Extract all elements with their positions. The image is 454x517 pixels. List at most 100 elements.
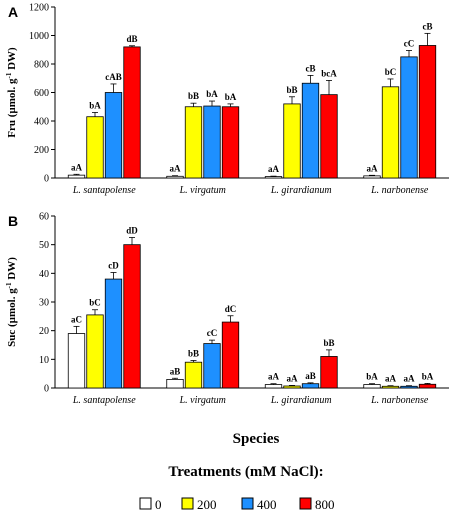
panel-b-y-tick-label: 60 <box>39 212 49 223</box>
panel-a-y-tick-label: 0 <box>44 174 49 185</box>
panel-b-bar <box>104 278 123 389</box>
panel-a-data-label: cB <box>306 63 316 73</box>
panel-a-data-label: cB <box>423 21 433 31</box>
panel-a-bar <box>320 94 338 179</box>
panel-a-bar <box>283 103 301 179</box>
panel-b-data-label: bA <box>366 372 378 382</box>
panel-a-y-axis-label-sup: -1 <box>5 72 13 78</box>
panel-a-y-tick-label: 800 <box>34 60 49 71</box>
panel-b-data-label: bC <box>89 298 101 308</box>
panel-b-bar <box>320 356 338 389</box>
panel-b-bar <box>381 385 400 389</box>
panel-b-category-label: L. virgatum <box>179 395 226 406</box>
panel-a-bar <box>381 86 400 179</box>
panel-b-data-label: aB <box>305 371 316 381</box>
panel-a-bar <box>400 56 418 179</box>
panel-b-data-label: aA <box>268 372 280 382</box>
panel-a-bar <box>104 92 123 179</box>
panel-a-data-label: bcA <box>321 68 337 78</box>
legend-swatch <box>299 497 312 510</box>
panel-b-bar <box>400 385 418 389</box>
panel-a-bar <box>203 105 221 179</box>
panel-a-data-label: dB <box>126 34 137 44</box>
legend-title: Treatments (mM NaCl): <box>168 464 323 480</box>
panel-b-bar <box>166 378 184 389</box>
panel-a-data-label: bC <box>385 67 397 77</box>
panel-a-category-label: L. narbonense <box>370 185 429 196</box>
panel-a-bar <box>264 176 283 179</box>
panel-a-y-tick-label: 600 <box>34 88 49 99</box>
legend-label: 200 <box>197 497 217 512</box>
panel-a-y-axis-label-main: Fru (µmol. g <box>6 78 18 138</box>
panel-a-bar <box>86 116 104 179</box>
panel-a-data-label: bA <box>206 89 218 99</box>
panel-b-data-label: dC <box>225 304 237 314</box>
panel-b-y-tick-label: 40 <box>39 269 49 280</box>
panel-b-data-label: aB <box>170 366 181 376</box>
panel-a-data-label: bA <box>225 92 237 102</box>
panel-a-bar <box>67 174 86 179</box>
panel-b-y-axis-label-end: DW) <box>6 257 18 283</box>
panel-b-y-tick-label: 50 <box>39 240 49 251</box>
panel-a-bar <box>166 175 184 179</box>
panel-b-bar <box>264 384 283 389</box>
panel-b-bar <box>221 321 240 389</box>
panel-a: A 0 200 400 600 800 1000 1200 Fru (µmol. g-1 DW)… <box>5 3 449 196</box>
legend-label: 800 <box>315 497 335 512</box>
panel-a-y-axis-label: Fru (µmol. g-1 DW) <box>5 47 18 138</box>
legend-swatch <box>181 497 194 510</box>
panel-b-bar <box>301 383 320 389</box>
panel-b-y-tick-label: 20 <box>39 326 49 337</box>
panel-a-bar <box>363 175 381 179</box>
panel-b-data-label: bB <box>188 348 199 358</box>
panel-b-data-label: aC <box>71 314 82 324</box>
panel-a-bar <box>418 45 437 179</box>
panel-a-data-label: aA <box>268 164 280 174</box>
panel-a-y-tick-label: 200 <box>34 145 49 156</box>
legend-label: 400 <box>257 497 277 512</box>
panel-a-y-tick-label: 400 <box>34 117 49 128</box>
panel-a-data-label: aA <box>367 163 379 173</box>
panel-b-letter: B <box>8 213 18 229</box>
panel-a-data-label: bB <box>188 91 199 101</box>
panel-b-bar <box>123 244 141 389</box>
legend-swatch <box>139 497 152 510</box>
panel-b-data-label: aA <box>385 374 397 384</box>
panel-b-bar <box>86 314 104 389</box>
panel-b-y-tick-label: 10 <box>39 355 49 366</box>
panel-b-category-label: L. santapolense <box>72 395 136 406</box>
panel-a-bar <box>123 46 141 179</box>
panel-b-y-tick-label: 30 <box>39 298 49 309</box>
panel-b-data-label: aA <box>287 373 299 383</box>
panel-a-y-tick-label: 1200 <box>29 3 49 14</box>
panel-a-y-tick-label: 1000 <box>29 31 49 42</box>
panel-a-y-axis-label-end: DW) <box>6 47 18 73</box>
panel-b-data-label: cC <box>207 328 218 338</box>
panel-a-bar <box>301 82 320 179</box>
panel-b-bar <box>283 385 301 389</box>
panel-a-category-label: L. virgatum <box>179 185 226 196</box>
panel-a-category-label: L. santapolense <box>72 185 136 196</box>
panel-b-data-label: bA <box>422 371 434 381</box>
panel-b-data-label: bB <box>323 338 334 348</box>
panel-a-bar <box>184 106 203 179</box>
panel-b-bar <box>184 361 203 389</box>
panel-b-data-label: aA <box>404 374 416 384</box>
panel-b-data-label: cD <box>108 260 119 270</box>
panel-a-bar <box>221 106 240 179</box>
panel-b-bar <box>203 343 221 389</box>
panel-b-category-label: L. narbonense <box>370 395 429 406</box>
panel-a-letter: A <box>8 4 18 20</box>
panel-b: B 0 10 20 30 40 50 60 Suc (µmol. g-1 DW) L. santa… <box>5 212 449 406</box>
panel-b-y-axis-label: Suc (µmol. g-1 DW) <box>5 257 18 347</box>
panel-b-category-label: L. girardianum <box>270 395 332 406</box>
panel-b-bar <box>363 384 381 389</box>
legend-label: 0 <box>155 497 162 512</box>
panel-a-data-label: aA <box>170 164 182 174</box>
x-axis-title: Species <box>233 431 280 447</box>
panel-b-y-tick-label: 0 <box>44 384 49 395</box>
panel-b-bar <box>67 333 86 389</box>
panel-a-data-label: cC <box>404 38 415 48</box>
panel-b-y-axis-label-sup: -1 <box>5 282 13 288</box>
